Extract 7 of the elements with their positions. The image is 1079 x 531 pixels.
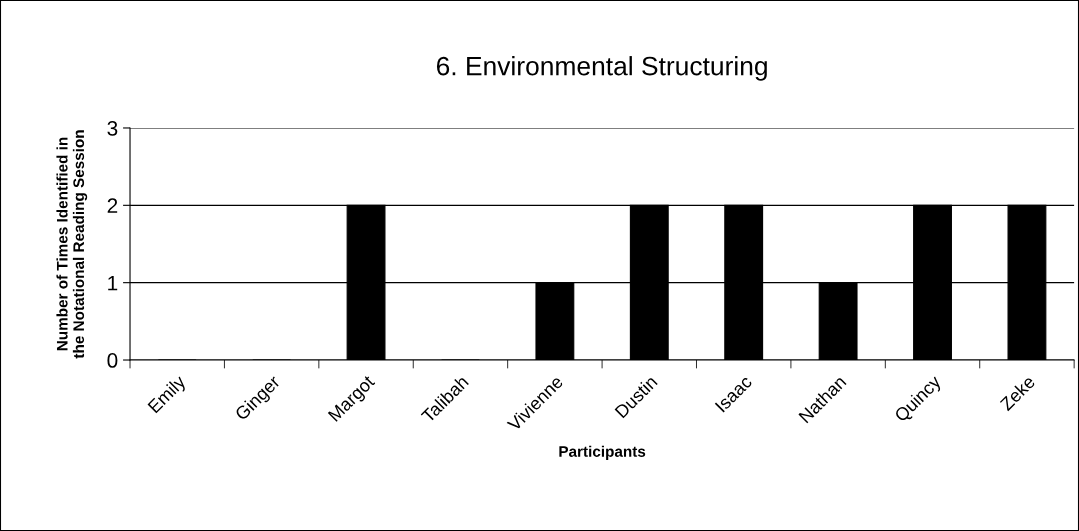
y-axis-title: Number of Times Identified in the Notational Reading Session <box>56 130 88 359</box>
y-tick-label: 2 <box>107 198 118 213</box>
y-tick-label: 1 <box>108 275 118 291</box>
y-tick-label: 0 <box>107 353 118 368</box>
x-axis-title: Participants <box>559 445 646 460</box>
y-tick-label: 3 <box>107 120 118 136</box>
chart-title: 6. Environmental Structuring <box>436 56 767 81</box>
